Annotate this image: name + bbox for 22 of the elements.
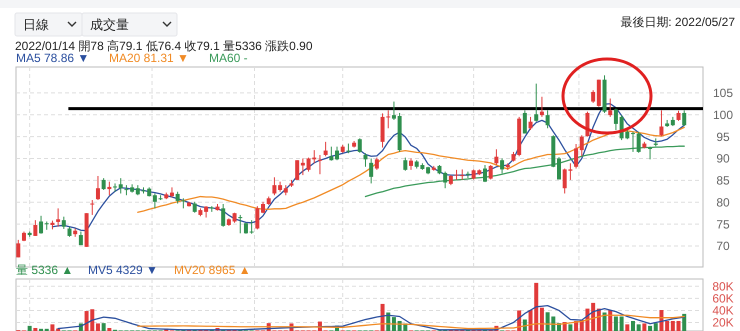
y-tick-label: 80: [716, 195, 730, 210]
text: MA20 81.31 ▼: [109, 51, 189, 65]
y-tick-label: 20K: [712, 316, 734, 330]
y-tick-label: 95: [716, 130, 730, 144]
y-tick-label: 85: [716, 174, 730, 188]
text: 2022/01/14 開78 高79.1 低76.4 收79.1 量5336 漲跌0.90: [15, 39, 313, 53]
text: 量 5336 ▲: [16, 263, 74, 277]
y-tick-label: 60K: [712, 292, 734, 306]
y-tick-label: 40K: [712, 304, 734, 318]
y-tick-label: 90: [716, 152, 730, 166]
dropdown-field: 日線: [14, 12, 82, 36]
y-tick-label: 70: [716, 239, 730, 254]
y-tick-label: 80K: [712, 279, 734, 294]
text: 最後日期: 2022/05/27: [620, 15, 736, 29]
dropdown-field: 成交量: [82, 12, 178, 36]
y-tick-label: 75: [716, 217, 730, 232]
text: MV20 8965 ▲: [174, 263, 251, 277]
text: MA60 -: [209, 51, 248, 65]
y-tick-label: 100: [712, 108, 734, 122]
text: MV5 4329 ▼: [88, 263, 158, 277]
text: MA5 78.86 ▼: [16, 51, 90, 65]
y-tick-label: 105: [712, 86, 734, 100]
